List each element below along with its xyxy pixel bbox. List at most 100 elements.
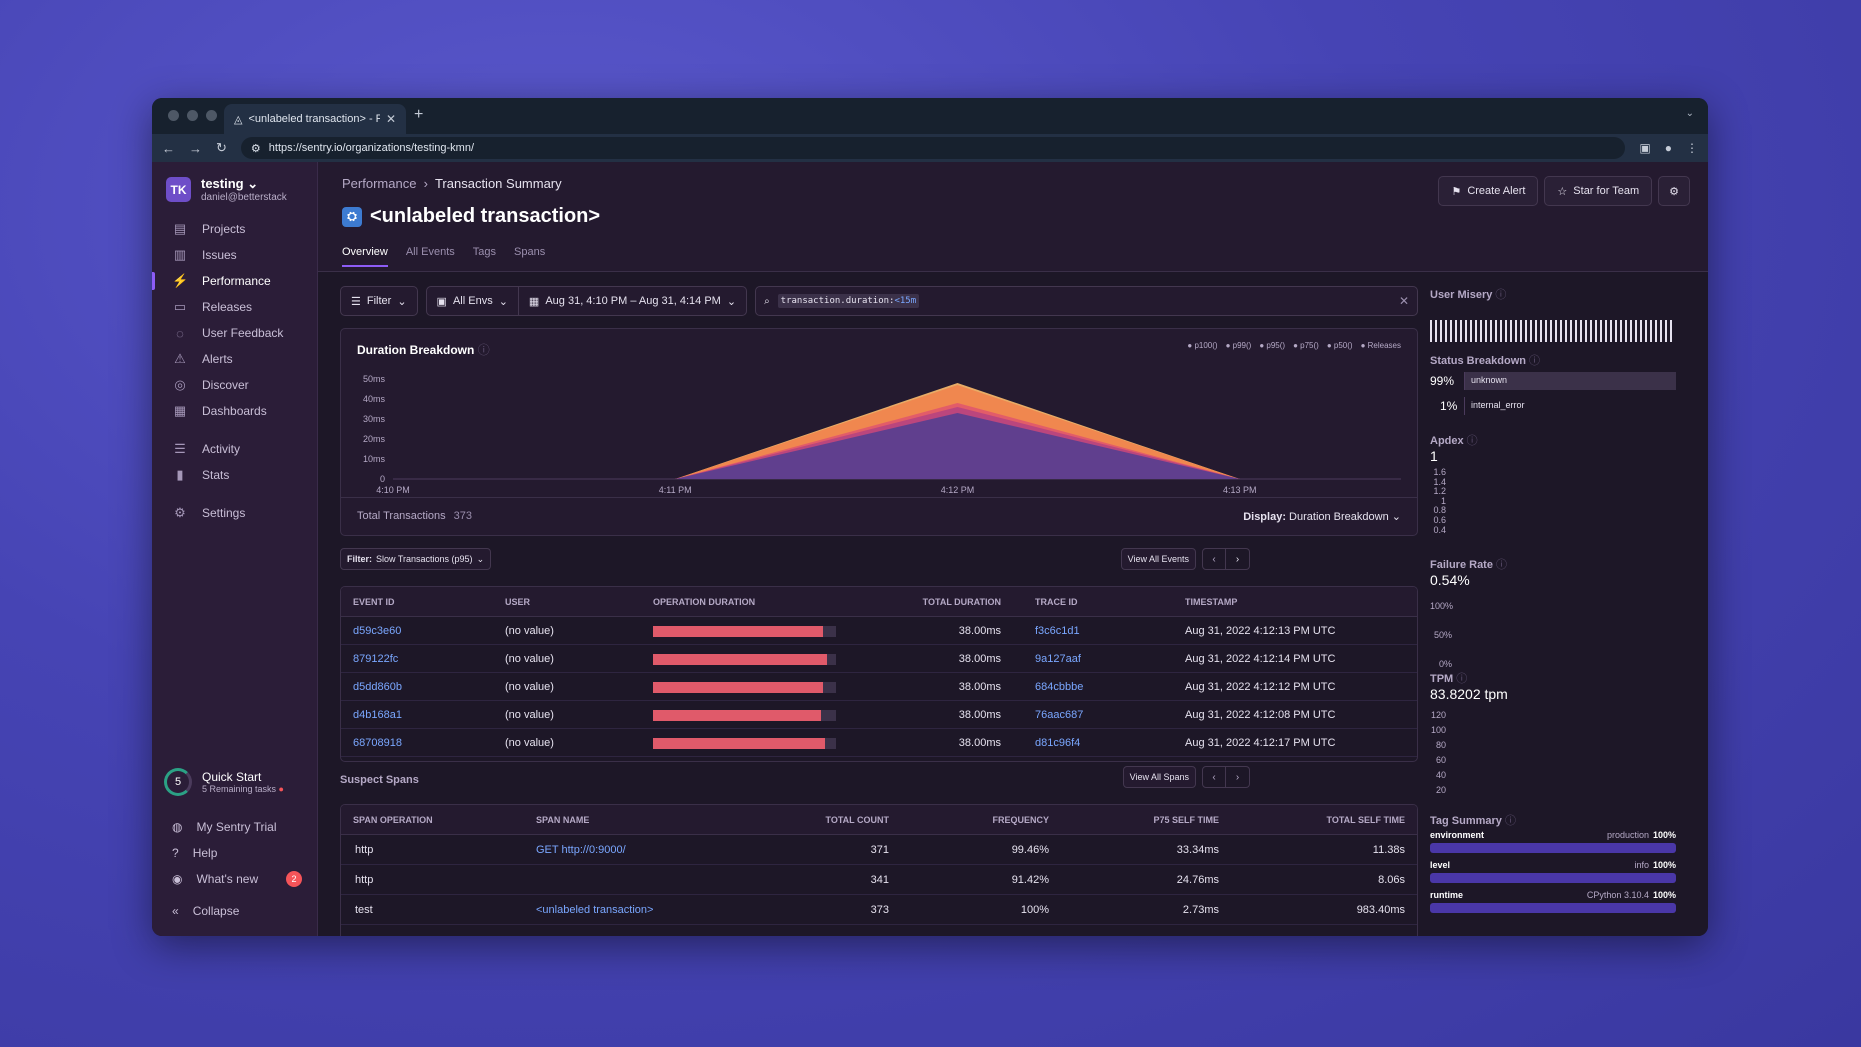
span-name-link[interactable]: <unlabeled transaction> <box>536 903 654 916</box>
sidebar-item-whats-new[interactable]: ◉ What's new 2 <box>152 866 317 892</box>
trace-id-link[interactable]: 9a127aaf <box>1035 652 1081 665</box>
col-trace-id[interactable]: TRACE ID <box>1035 596 1078 607</box>
span-name-link[interactable]: GET http://0:9000/ <box>536 843 626 856</box>
trace-id-link[interactable]: 684cbbbe <box>1035 680 1084 693</box>
status-unknown-bar[interactable]: unknown <box>1464 372 1676 390</box>
sidebar-item-releases[interactable]: ▭ Releases <box>152 294 317 320</box>
new-tab-icon[interactable]: + <box>414 106 424 123</box>
clear-search-icon[interactable]: ✕ <box>1398 294 1409 308</box>
browser-tab[interactable]: ◬ <unlabeled transaction> - Perf ✕ <box>224 104 406 134</box>
view-all-spans-button[interactable]: View All Spans <box>1122 766 1196 788</box>
col-span-operation[interactable]: SPAN OPERATION <box>353 814 433 825</box>
view-all-events-button[interactable]: View All Events <box>1120 548 1196 570</box>
maximize-dot[interactable] <box>206 110 217 121</box>
date-range-dropdown[interactable]: ▦ Aug 31, 4:10 PM – Aug 31, 4:14 PM ⌄ <box>518 286 748 316</box>
table-row[interactable]: http GET http://0:9000/371 99.46% 33.34ms 11… <box>341 835 1417 865</box>
tab-list-chevron-icon[interactable]: ⌄ <box>1685 108 1694 119</box>
x-tick-label: 4:11 PM <box>659 485 692 495</box>
events-filter-dropdown[interactable]: Filter: Slow Transactions (p95) ⌄ <box>340 548 492 570</box>
prev-page-icon[interactable]: ‹ <box>1202 766 1226 788</box>
sidebar-item-alerts[interactable]: ⚠ Alerts <box>152 346 317 372</box>
sidebar-item-trial[interactable]: ◍ My Sentry Trial <box>152 814 317 840</box>
tab-spans[interactable]: Spans <box>514 246 546 258</box>
event-id-link[interactable]: d5dd860b <box>353 680 402 693</box>
col-operation-duration[interactable]: OPERATION DURATION <box>653 596 756 607</box>
search-input[interactable]: ⌕ transaction.duration:<15m ✕ <box>755 286 1418 316</box>
event-id-link[interactable]: 68708918 <box>353 736 402 749</box>
col-frequency[interactable]: FREQUENCY <box>992 814 1049 825</box>
sidebar-item-label: Projects <box>202 222 246 236</box>
legend-p99[interactable]: p99() <box>1226 341 1252 350</box>
sidebar-item-label: Settings <box>202 506 246 520</box>
tag-bar[interactable] <box>1430 903 1676 913</box>
legend-p100[interactable]: p100() <box>1187 341 1217 350</box>
menu-icon[interactable]: ⋮ <box>1686 141 1698 155</box>
tag-level[interactable]: level info 100% <box>1430 860 1676 883</box>
next-page-icon[interactable]: › <box>1226 766 1250 788</box>
next-page-icon[interactable]: › <box>1226 548 1250 570</box>
sidebar-item-help[interactable]: ? Help <box>152 840 317 866</box>
trace-id-link[interactable]: 76aac687 <box>1035 708 1084 721</box>
quick-start[interactable]: 5 Quick Start 5 Remaining tasks <box>164 768 284 796</box>
close-dot[interactable] <box>168 110 179 121</box>
sidebar-item-discover[interactable]: ◎ Discover <box>152 372 317 398</box>
sidebar-collapse[interactable]: « Collapse <box>152 898 317 924</box>
event-id-link[interactable]: d59c3e60 <box>353 624 402 637</box>
legend-releases[interactable]: Releases <box>1361 341 1401 350</box>
event-id-link[interactable]: 879122fc <box>353 652 399 665</box>
env-dropdown[interactable]: ▣ All Envs ⌄ <box>425 286 519 316</box>
reload-icon[interactable]: ↻ <box>216 140 227 155</box>
org-switcher[interactable]: TK testing ⌄ daniel@betterstack <box>166 176 287 203</box>
tag-environment[interactable]: environment production 100% <box>1430 830 1676 853</box>
settings-button[interactable]: ⚙ <box>1658 176 1690 206</box>
url-field[interactable]: ⚙ https://sentry.io/organizations/testin… <box>240 137 1626 159</box>
event-id-link[interactable]: d4b168a1 <box>353 708 402 721</box>
breadcrumb-performance[interactable]: Performance <box>342 176 417 191</box>
tag-bar[interactable] <box>1430 843 1676 853</box>
forward-icon[interactable]: → <box>189 140 202 156</box>
filter-dropdown[interactable]: ☰ Filter ⌄ <box>340 286 418 316</box>
trace-id-link[interactable]: d81c96f4 <box>1035 736 1081 749</box>
sidebar-item-dashboards[interactable]: ▦ Dashboards <box>152 398 317 424</box>
sidebar-item-activity[interactable]: ☰ Activity <box>152 436 317 462</box>
legend-p50[interactable]: p50() <box>1327 341 1353 350</box>
col-total-self-time[interactable]: TOTAL SELF TIME <box>1326 814 1406 825</box>
legend-p75[interactable]: p75() <box>1293 341 1319 350</box>
tag-runtime[interactable]: runtime CPython 3.10.4 100% <box>1430 890 1676 913</box>
sidebar-item-performance[interactable]: ⚡ Performance <box>152 268 317 294</box>
col-timestamp[interactable]: TIMESTAMP <box>1185 596 1238 607</box>
tab-tags[interactable]: Tags <box>472 246 497 258</box>
col-p75-self-time[interactable]: P75 SELF TIME <box>1153 814 1219 825</box>
sidebar-item-issues[interactable]: ▥ Issues <box>152 242 317 268</box>
sidepanel-icon[interactable]: ▣ <box>1639 141 1651 155</box>
site-info-icon[interactable]: ⚙ <box>250 142 261 155</box>
star-team-button[interactable]: ☆ Star for Team <box>1544 176 1653 206</box>
status-internal-error-bar[interactable]: internal_error <box>1464 397 1525 415</box>
spans-table-header: SPAN OPERATION SPAN NAME TOTAL COUNT FRE… <box>341 805 1417 835</box>
sidebar-item-settings[interactable]: ⚙ Settings <box>152 500 317 526</box>
tab-overview[interactable]: Overview <box>342 246 388 267</box>
sidebar-item-projects[interactable]: ▤ Projects <box>152 216 317 242</box>
page-tabs: Overview All Events Tags Spans <box>342 246 545 267</box>
minimize-dot[interactable] <box>187 110 198 121</box>
close-tab-icon[interactable]: ✕ <box>385 112 396 126</box>
display-dropdown[interactable]: Display: Duration Breakdown ⌄ <box>1243 510 1401 523</box>
table-row[interactable]: http 341 91.42% 24.76ms 8.06s <box>341 865 1417 895</box>
col-total-duration[interactable]: TOTAL DURATION <box>922 596 1001 607</box>
prev-page-icon[interactable]: ‹ <box>1202 548 1226 570</box>
legend-p95[interactable]: p95() <box>1259 341 1285 350</box>
calendar-icon: ▦ <box>528 295 540 308</box>
create-alert-button[interactable]: ⚑ Create Alert <box>1438 176 1539 206</box>
profile-icon[interactable]: ● <box>1664 141 1672 155</box>
table-row[interactable]: test <unlabeled transaction> 373 100% 2.73ms… <box>341 895 1417 925</box>
back-icon[interactable]: ← <box>162 140 175 156</box>
tab-all-events[interactable]: All Events <box>405 246 455 258</box>
sidebar-item-user-feedback[interactable]: ◌ User Feedback <box>152 320 317 346</box>
col-event-id[interactable]: EVENT ID <box>353 596 395 607</box>
col-span-name[interactable]: SPAN NAME <box>536 814 590 825</box>
col-user[interactable]: USER <box>505 596 531 607</box>
sidebar-item-stats[interactable]: ▮ Stats <box>152 462 317 488</box>
tag-bar[interactable] <box>1430 873 1676 883</box>
col-total-count[interactable]: TOTAL COUNT <box>825 814 890 825</box>
trace-id-link[interactable]: f3c6c1d1 <box>1035 624 1080 637</box>
